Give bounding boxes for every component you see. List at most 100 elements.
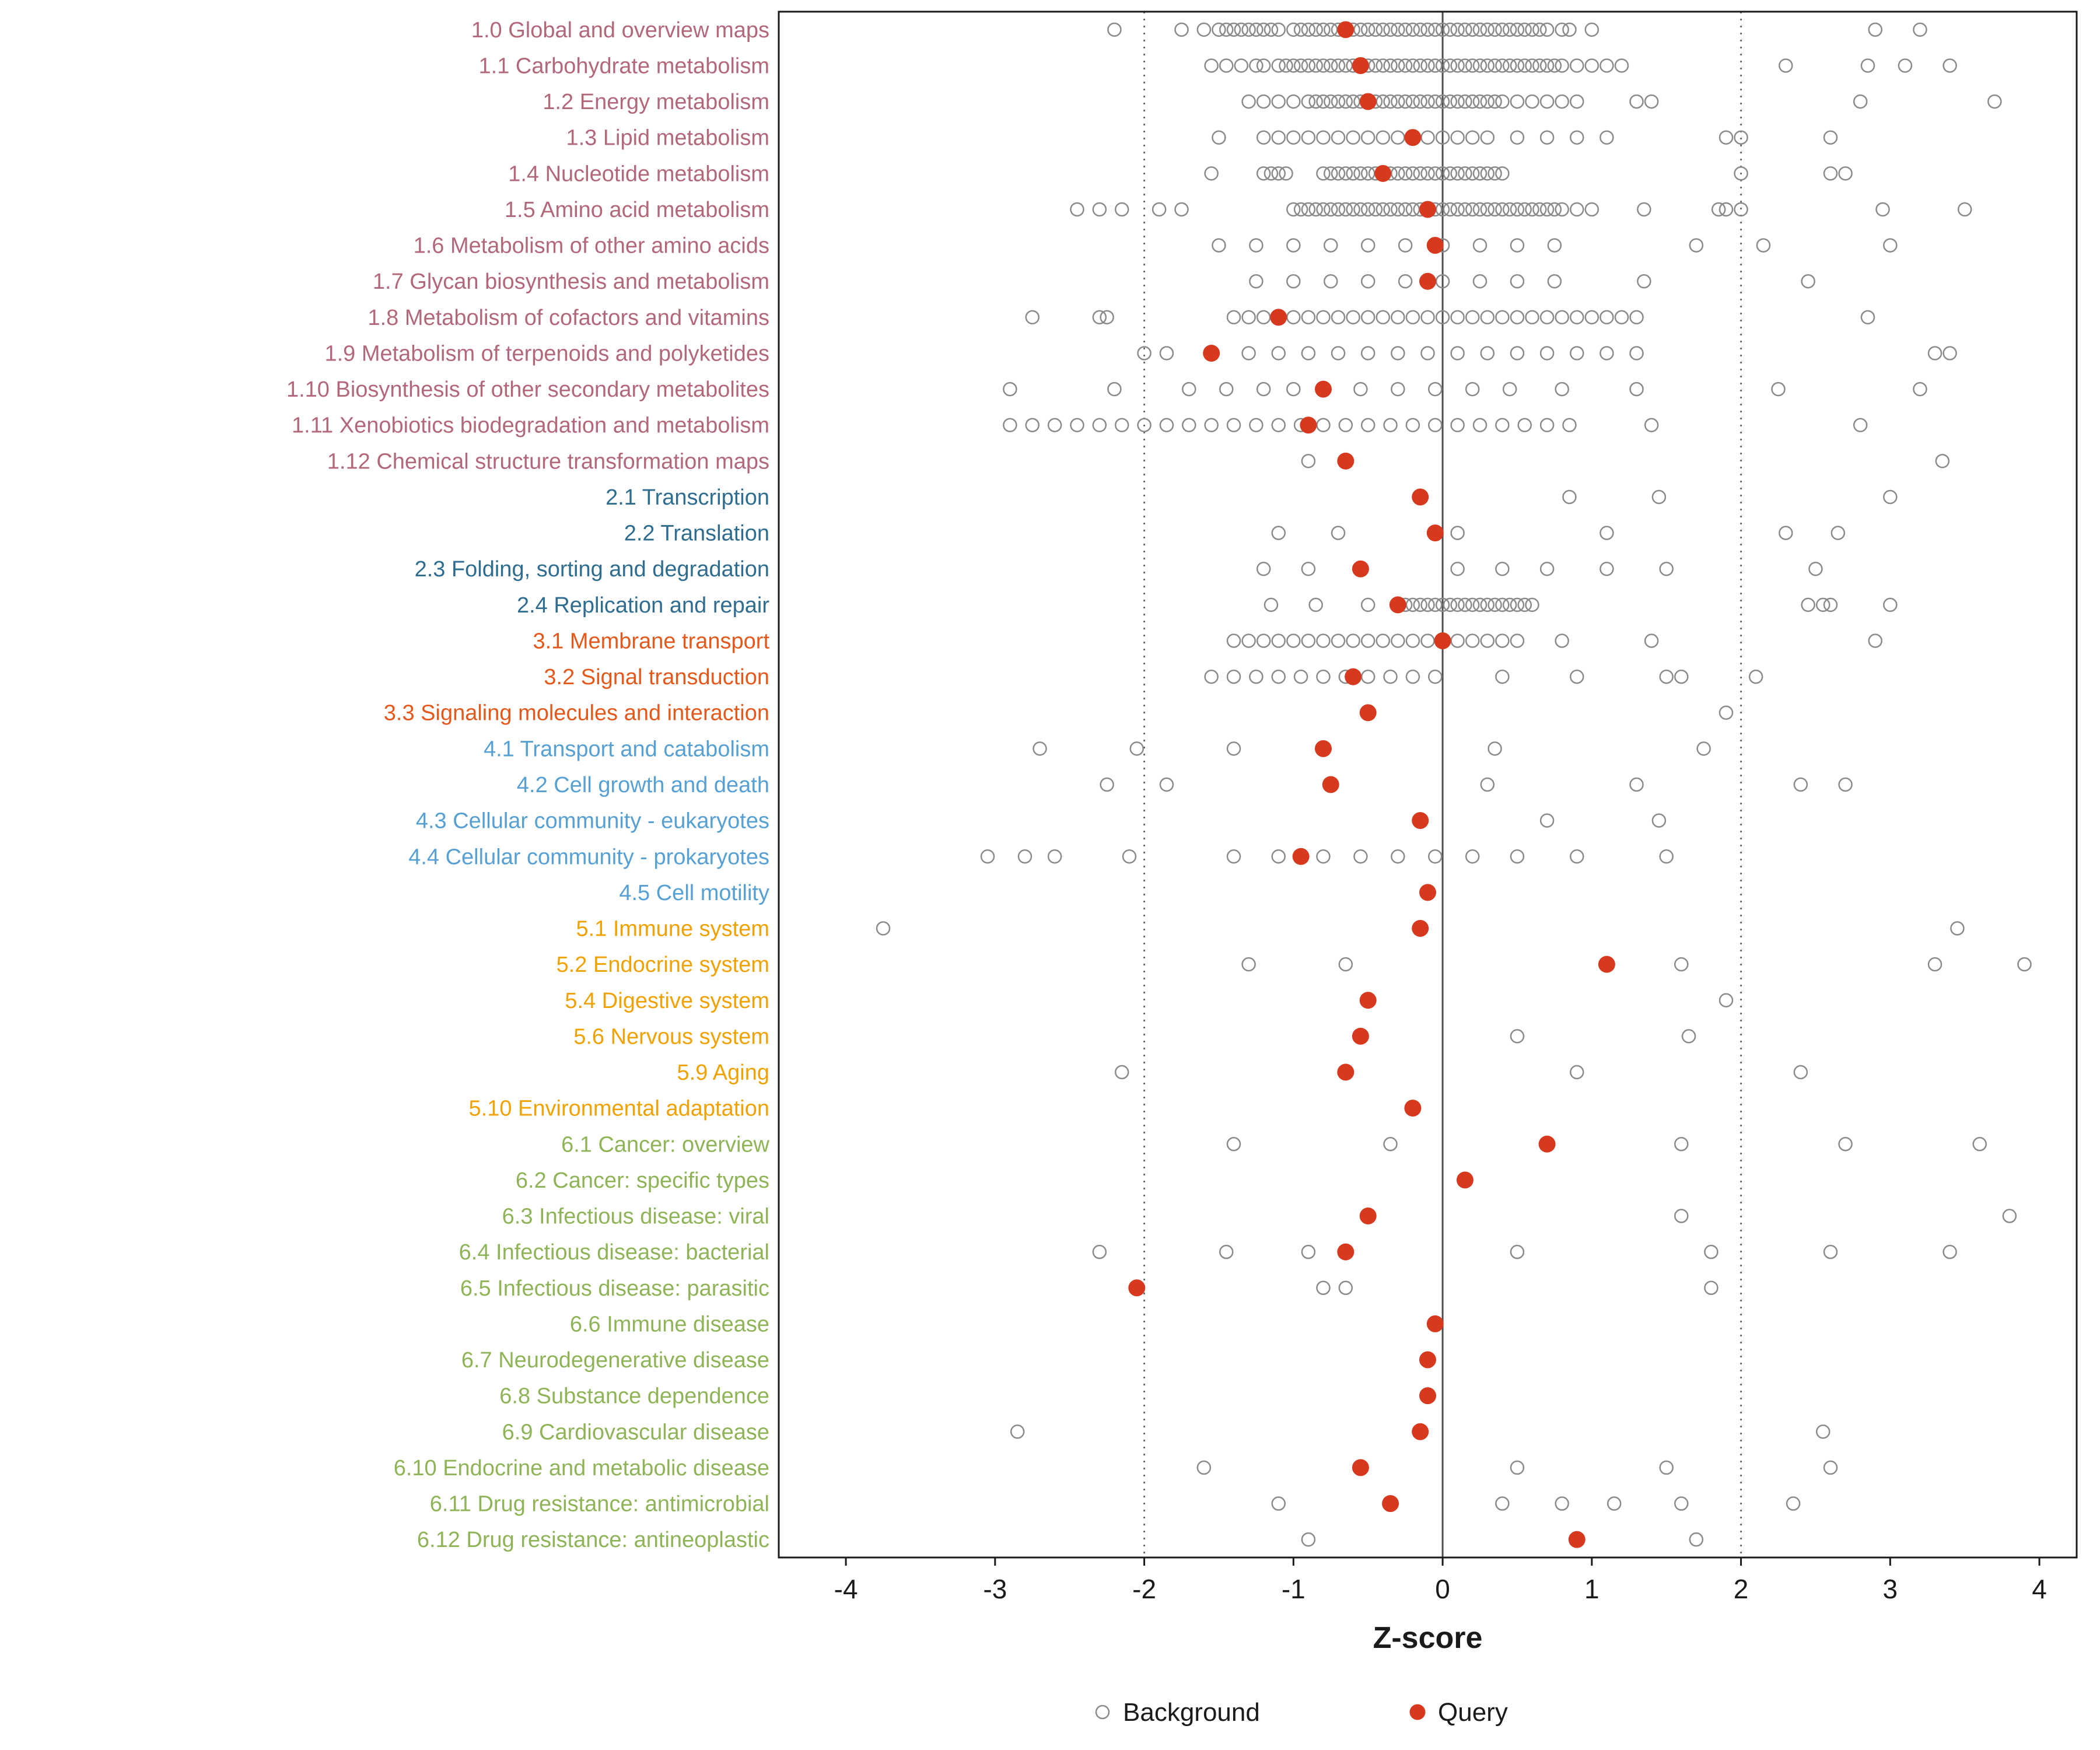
background-point xyxy=(1779,58,1793,73)
background-point xyxy=(1517,202,1532,217)
background-point xyxy=(1256,561,1271,576)
background-point xyxy=(1972,1137,1987,1152)
background-point xyxy=(1137,418,1152,432)
background-point xyxy=(1480,130,1495,145)
background-point xyxy=(1674,957,1689,972)
x-axis-tick-label: -4 xyxy=(834,1574,858,1604)
background-point xyxy=(1450,58,1465,73)
background-point xyxy=(1420,346,1435,360)
background-point xyxy=(2017,957,2032,972)
background-point xyxy=(1569,94,1584,109)
background-point xyxy=(1555,382,1569,397)
background-point xyxy=(1488,94,1502,109)
background-point xyxy=(1853,418,1868,432)
background-point xyxy=(1219,1244,1234,1259)
y-axis-label: 6.1 Cancer: overview xyxy=(561,1132,769,1157)
background-point xyxy=(1584,22,1600,37)
background-point xyxy=(1435,94,1450,109)
background-point xyxy=(1823,1460,1838,1475)
background-point xyxy=(1301,1244,1316,1259)
x-axis-tick-label: 0 xyxy=(1435,1574,1450,1604)
background-point xyxy=(1286,94,1301,109)
background-point xyxy=(1331,130,1346,145)
background-point xyxy=(1316,94,1331,109)
background-point xyxy=(1539,202,1555,217)
query-point xyxy=(1434,632,1451,649)
background-point xyxy=(1555,202,1569,217)
background-point xyxy=(1629,382,1644,397)
background-point xyxy=(1428,418,1443,432)
background-point xyxy=(1689,1532,1704,1547)
background-point xyxy=(1003,382,1017,397)
background-point xyxy=(1547,238,1562,253)
background-point xyxy=(1346,310,1360,325)
background-point xyxy=(1331,634,1346,648)
background-point xyxy=(1502,58,1517,73)
background-point xyxy=(1137,346,1152,360)
background-point xyxy=(1286,130,1301,145)
y-axis-label: 2.4 Replication and repair xyxy=(517,593,769,618)
background-point xyxy=(1256,634,1271,648)
background-point xyxy=(2002,1209,2017,1223)
background-point xyxy=(1450,561,1465,576)
background-point xyxy=(1241,310,1256,325)
background-point xyxy=(1316,22,1331,37)
background-point xyxy=(1391,58,1405,73)
background-point xyxy=(1465,382,1480,397)
background-point xyxy=(1450,526,1465,540)
background-point xyxy=(1734,166,1748,181)
background-point xyxy=(1943,1244,1957,1259)
background-point xyxy=(1472,22,1488,37)
background-point xyxy=(1391,130,1405,145)
background-point xyxy=(1450,597,1465,612)
background-point xyxy=(1711,202,1726,217)
background-point xyxy=(1525,22,1539,37)
background-point xyxy=(1316,130,1331,145)
background-point xyxy=(1555,634,1569,648)
background-point xyxy=(1256,58,1271,73)
background-point xyxy=(1264,22,1279,37)
background-point xyxy=(1823,1244,1838,1259)
background-point xyxy=(1472,58,1488,73)
background-point xyxy=(1391,382,1405,397)
background-point xyxy=(1823,166,1838,181)
y-axis-label: 6.6 Immune disease xyxy=(570,1312,769,1336)
background-point xyxy=(1360,346,1376,360)
y-axis-label: 1.5 Amino acid metabolism xyxy=(505,198,769,222)
query-point xyxy=(1359,93,1377,110)
background-point xyxy=(1293,58,1308,73)
background-point xyxy=(1644,634,1659,648)
background-point xyxy=(1525,202,1539,217)
background-point xyxy=(1405,202,1420,217)
y-axis-label: 4.2 Cell growth and death xyxy=(517,773,769,797)
x-axis-tick-label: 1 xyxy=(1584,1574,1600,1604)
background-point xyxy=(1286,58,1301,73)
background-point xyxy=(1301,202,1316,217)
legend-query-marker xyxy=(1409,1704,1426,1720)
background-point xyxy=(1360,669,1376,684)
background-point xyxy=(1539,418,1555,432)
background-point xyxy=(1674,1137,1689,1152)
y-axis-label: 1.9 Metabolism of terpenoids and polyket… xyxy=(324,341,769,366)
background-point xyxy=(1092,310,1107,325)
query-point xyxy=(1598,956,1615,973)
background-point xyxy=(1271,1496,1286,1511)
background-point xyxy=(1450,202,1465,217)
background-point xyxy=(1428,382,1443,397)
y-axis-label: 3.1 Membrane transport xyxy=(533,629,769,653)
legend-background-label: Background xyxy=(1123,1698,1260,1727)
query-point xyxy=(1203,344,1220,362)
background-point xyxy=(1943,58,1957,73)
background-point xyxy=(1159,777,1174,792)
background-point xyxy=(1032,741,1047,756)
background-point xyxy=(1003,418,1017,432)
panel-border xyxy=(778,10,2078,1559)
query-point xyxy=(1419,1351,1436,1368)
background-point xyxy=(1435,58,1450,73)
background-point xyxy=(1868,634,1882,648)
background-point xyxy=(1495,561,1510,576)
query-point xyxy=(1426,237,1444,254)
background-point xyxy=(1898,58,1913,73)
query-point xyxy=(1538,1135,1556,1153)
y-axis-label: 1.7 Glycan biosynthesis and metabolism xyxy=(373,270,769,294)
